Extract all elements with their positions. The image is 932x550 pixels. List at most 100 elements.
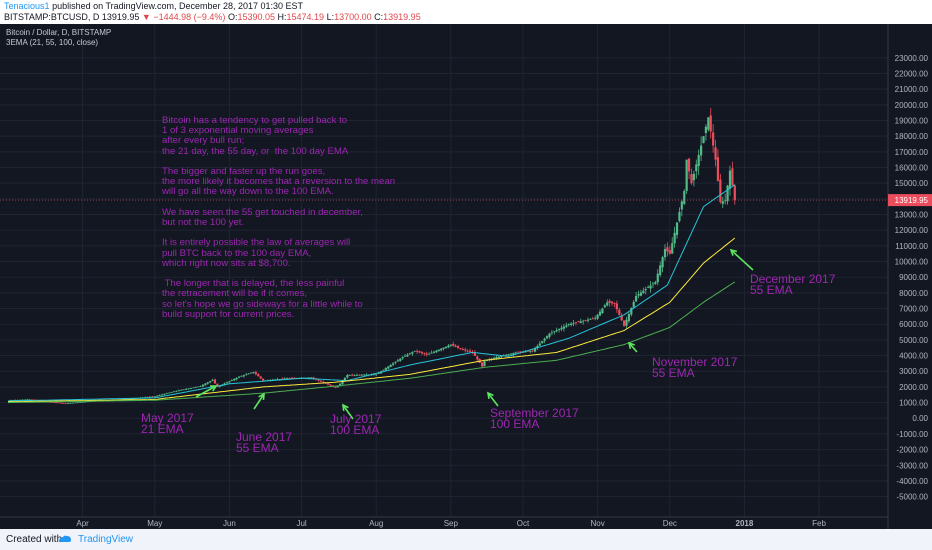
candle-body [317,379,320,381]
candle-body [348,375,351,376]
candle-body [372,374,375,376]
open-value: 15390.05 [237,12,275,22]
candle-body [57,402,60,404]
candle-body [560,327,563,330]
candle-body [454,345,457,347]
y-tick-label: 4000.00 [899,352,928,361]
candle-body [74,402,77,404]
candle-body [461,349,464,350]
candle-body [389,364,392,368]
y-tick-label: 1000.00 [899,399,928,408]
tradingview-logo-icon [59,535,71,542]
candle-body [394,361,397,363]
candle-body [582,320,585,322]
price-chart[interactable]: 23000.00 22000.00 21000.00 20000.00 19000.00… [0,24,932,529]
candle-body [218,385,221,387]
candle-body [444,346,448,349]
candle-body [514,352,517,354]
candle-body [497,356,501,358]
candle-body [644,288,647,290]
candle-body [440,348,443,351]
candle-body [346,375,349,378]
candle-body [476,356,479,360]
annotation-june: June 2017 55 EMA [236,431,292,455]
candle-body [307,377,310,379]
tradingview-brand-link[interactable]: TradingView [78,534,134,545]
candle-body [608,300,611,303]
annotation-arrow-head [209,385,218,392]
candle-body [659,265,662,276]
candle-body [596,314,599,319]
chart-header: Tenacious1 published on TradingView.com,… [0,0,932,24]
candle-body [156,395,159,397]
candle-body [733,185,736,201]
candle-body [194,387,197,388]
candle-body [687,158,691,172]
candle-body [480,362,484,367]
x-tick-label: Jun [223,519,236,528]
chart-area[interactable]: 23000.00 22000.00 21000.00 20000.00 19000.00… [0,24,932,529]
candle-body [288,378,291,379]
candle-body [353,374,356,376]
candle-body [721,201,724,204]
candle-body [726,185,729,202]
x-tick-label: May [147,519,162,528]
candle-body [545,336,549,339]
candle-body [339,383,342,386]
candle-body [67,403,70,404]
candle-body [656,273,659,283]
candle-body [541,341,544,343]
candle-body [401,357,404,359]
candle-body [418,351,421,353]
candle-body [408,353,412,355]
x-tick-label: Sep [444,519,459,528]
candle-body [589,319,592,320]
candle-body [211,379,214,381]
candle-body [201,384,205,387]
annotation-june-ema: 55 EMA [236,441,279,455]
candle-body [189,387,193,389]
candle-body [680,201,683,210]
candle-body [249,372,253,374]
candle-body [550,332,553,334]
y-tick-label: 20000.00 [895,101,929,110]
y-tick-label: -2000.00 [896,446,928,455]
candle-body [365,374,368,376]
author-link[interactable]: Tenacious1 [4,1,50,11]
annotation-november-ema: 55 EMA [652,366,695,380]
annotation-arrow-head [342,403,349,412]
candle-body [286,378,289,380]
candle-body [16,399,19,401]
candle-body [548,333,551,337]
candle-body [81,401,84,403]
y-tick-label: 12000.00 [895,226,929,235]
high-value: 15474.19 [286,12,325,22]
x-tick-label: Apr [76,519,89,528]
candle-body [52,402,55,403]
y-tick-label: -5000.00 [896,493,928,502]
annotation-november-month: November 2017 [652,355,738,369]
candle-body [661,257,664,268]
y-tick-label: 18000.00 [895,132,929,141]
candle-body [184,388,188,390]
candle-body [177,390,180,392]
candle-body [724,200,727,202]
y-tick-label: 11000.00 [895,242,928,251]
chart-legend-indicator[interactable]: 3EMA (21, 55, 100, close) [6,38,99,47]
candle-body [572,323,575,324]
candle-body [396,360,399,362]
candle-body [425,353,428,355]
annotation-december: December 2017 55 EMA [750,273,835,296]
low-label: L: [326,12,335,22]
y-tick-label: 16000.00 [895,164,929,173]
candle-body [377,372,380,374]
close-label: C: [374,12,384,22]
candle-body [391,363,395,365]
candle-body [690,174,693,184]
candle-body [647,287,650,288]
candle-body [639,292,643,296]
candle-body [343,378,347,381]
candle-body [574,322,578,323]
candle-body [247,373,250,375]
candle-body [466,350,469,352]
